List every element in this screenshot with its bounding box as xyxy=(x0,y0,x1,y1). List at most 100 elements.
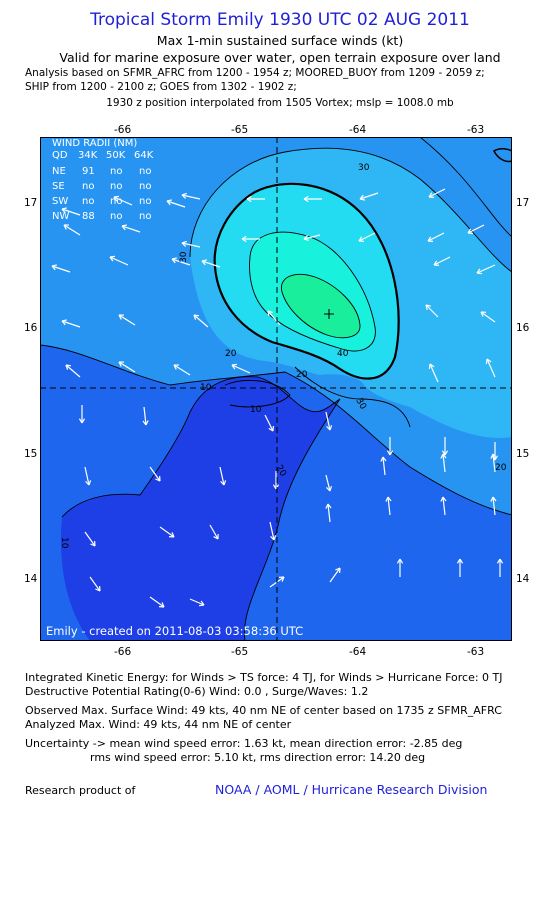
lon-tick-top-2: -65 xyxy=(231,124,249,136)
wind-arrow-head xyxy=(499,558,504,564)
wind-arrow xyxy=(173,364,191,376)
wind-arrow xyxy=(325,474,331,492)
wind-arrow-head xyxy=(281,576,285,582)
wind-arrow xyxy=(427,232,445,242)
wind-radii-cell: no xyxy=(139,166,151,177)
wind-arrow xyxy=(84,531,96,547)
wind-arrow-head xyxy=(326,487,331,492)
position-note: 1930 z position interpolated from 1505 V… xyxy=(106,97,454,109)
wind-radii-table: WIND RADII (NM) QD 34K 50K 64K NE 91 no … xyxy=(52,138,154,222)
wind-arrow-head xyxy=(496,558,501,564)
noaa-org-link[interactable]: NOAA / AOML / Hurricane Research Divisio… xyxy=(215,782,488,797)
wind-arrow xyxy=(382,456,386,476)
wind-arrow xyxy=(149,596,165,608)
wind-arrow xyxy=(84,466,90,486)
lat-tick-right-3: 15 xyxy=(516,448,530,460)
ike-line: Integrated Kinetic Energy: for Winds > T… xyxy=(25,671,503,684)
wind-arrow-head xyxy=(433,260,438,266)
wind-arrow-head xyxy=(272,484,277,490)
wind-radii-cell: no xyxy=(82,181,94,192)
wind-arrow-head xyxy=(193,314,197,320)
wind-arrow-head xyxy=(490,496,494,502)
wind-field-map: 30 30 40 20 20 30 20 10 10 20 10 WIND RA… xyxy=(40,137,512,641)
wind-arrow-head xyxy=(425,304,431,307)
wind-radii-col-50k: 50K xyxy=(106,150,126,161)
wind-radii-cell: no xyxy=(139,181,151,192)
wind-arrow xyxy=(467,224,485,234)
wind-arrow-head xyxy=(389,450,394,456)
wind-arrow-head xyxy=(65,364,72,367)
contour-45-line xyxy=(281,273,361,339)
wind-arrow xyxy=(492,496,496,516)
wind-arrow xyxy=(51,265,71,273)
contour-label: 10 xyxy=(250,405,262,415)
wind-arrow xyxy=(121,225,141,233)
contour-40-line xyxy=(249,231,376,352)
wind-arrow xyxy=(387,496,391,516)
contour-34-line xyxy=(213,182,400,380)
lat-tick-left-3: 15 xyxy=(24,448,38,460)
wind-arrow-head xyxy=(241,235,247,240)
contour-20-line-east xyxy=(419,137,512,238)
wind-arrow-head xyxy=(476,272,483,275)
wind-arrow xyxy=(181,194,201,200)
wind-arrow-head xyxy=(476,268,481,274)
wind-arrow-head xyxy=(303,235,308,240)
contour-label: 30 xyxy=(358,163,370,173)
wind-arrow-head xyxy=(492,453,497,459)
wind-arrow-head xyxy=(358,236,363,242)
lon-tick-top-3: -64 xyxy=(349,124,367,136)
wind-arrow xyxy=(159,526,175,538)
wind-radii-cell: SW xyxy=(52,196,68,207)
wind-arrow xyxy=(429,363,439,383)
wind-arrow-head xyxy=(428,363,431,370)
wind-arrow xyxy=(61,320,81,328)
wind-arrow-head xyxy=(51,265,56,271)
wind-arrow xyxy=(63,224,81,236)
wind-arrow-head xyxy=(181,194,187,199)
lon-tick-bottom-4: -63 xyxy=(467,646,485,658)
wind-arrow-head xyxy=(327,503,332,509)
wind-arrow xyxy=(433,256,451,266)
lat-tick-left-1: 17 xyxy=(24,197,38,209)
wind-arrow-head xyxy=(303,195,309,200)
wind-arrow-head xyxy=(440,453,444,459)
wind-arrow-head xyxy=(382,456,387,462)
wind-arrow-head xyxy=(113,196,118,202)
wind-arrow-head xyxy=(267,310,273,314)
wind-arrow-head xyxy=(121,224,128,227)
lon-tick-top-1: -66 xyxy=(114,124,132,136)
wind-arrow-head xyxy=(241,238,247,243)
wind-arrow-head xyxy=(181,242,187,247)
wind-arrow xyxy=(231,364,251,374)
wind-arrow-head xyxy=(220,480,225,486)
wind-arrow xyxy=(480,311,496,323)
wind-arrow-head xyxy=(273,535,277,541)
contour-label: 10 xyxy=(200,383,212,393)
contour-20-line xyxy=(40,344,512,516)
wind-arrow-head xyxy=(118,314,122,320)
wind-arrow-head xyxy=(213,536,219,540)
wind-arrow-head xyxy=(95,588,101,592)
wind-radii-cell: no xyxy=(110,166,122,177)
wind-arrow-head xyxy=(223,480,227,486)
contour-30-lower-line xyxy=(294,366,411,428)
uncertainty-line-1: Uncertainty -> mean wind speed error: 1.… xyxy=(25,737,463,750)
wind-arrow xyxy=(118,314,136,326)
wind-arrow-head xyxy=(268,427,274,432)
map-credit: Emily - created on 2011-08-03 03:58:36 U… xyxy=(46,624,303,638)
wind-arrow-head xyxy=(335,567,341,571)
wind-arrow xyxy=(486,358,496,378)
band-0-10 xyxy=(60,376,341,641)
wind-arrow-head xyxy=(88,480,92,486)
wind-arrow-head xyxy=(399,558,404,564)
wind-arrow xyxy=(193,314,209,328)
analyzed-max-wind: Analyzed Max. Wind: 49 kts, 44 nm NE of … xyxy=(25,718,292,731)
lat-tick-right-2: 16 xyxy=(516,322,530,334)
wind-arrow-head xyxy=(231,363,238,366)
wind-arrow-head xyxy=(270,535,275,541)
band-45-50 xyxy=(281,274,361,338)
wind-arrow-head xyxy=(325,503,329,509)
wind-arrow-head xyxy=(387,496,392,502)
subtitle: Max 1-min sustained surface winds (kt) xyxy=(156,33,404,48)
